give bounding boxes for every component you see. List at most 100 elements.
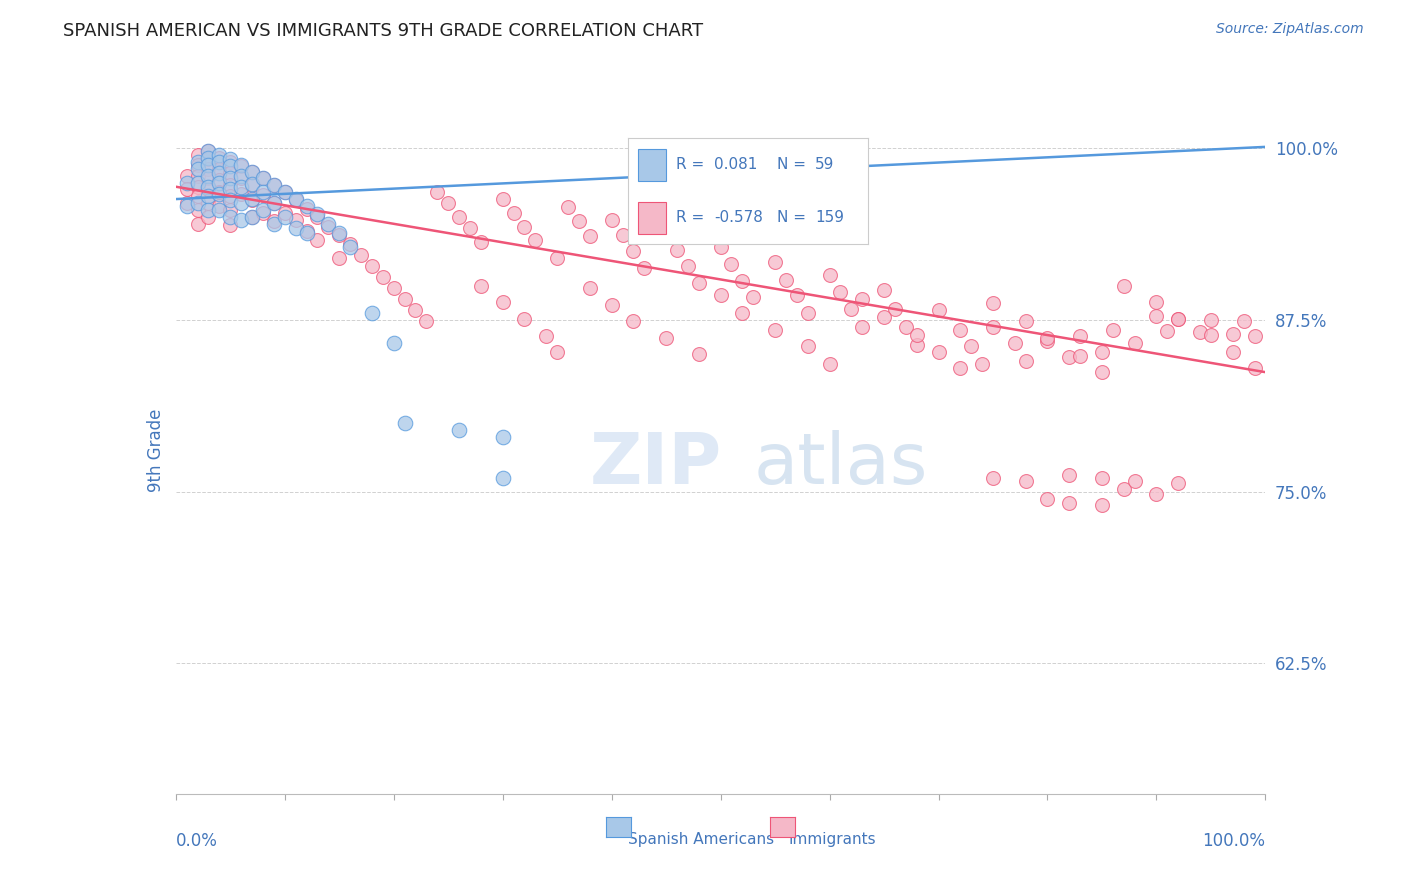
Point: [818, 357, 841, 371]
Text: 159: 159: [815, 211, 844, 226]
Point: [219, 171, 242, 186]
Point: [1091, 471, 1114, 485]
Point: [1057, 496, 1080, 510]
Point: [447, 423, 470, 437]
Text: 100.0%: 100.0%: [1202, 831, 1265, 850]
Text: -0.578: -0.578: [714, 211, 763, 226]
Point: [197, 169, 219, 183]
Point: [492, 471, 515, 485]
Point: [240, 210, 263, 224]
Point: [1199, 313, 1222, 327]
Text: SPANISH AMERICAN VS IMMIGRANTS 9TH GRADE CORRELATION CHART: SPANISH AMERICAN VS IMMIGRANTS 9TH GRADE…: [63, 22, 703, 40]
Point: [176, 182, 198, 196]
Point: [219, 178, 242, 193]
Point: [1015, 474, 1038, 488]
Point: [186, 148, 209, 162]
Point: [1167, 311, 1189, 326]
Point: [1015, 314, 1038, 328]
Point: [905, 337, 928, 351]
Point: [415, 314, 437, 328]
Point: [231, 196, 253, 211]
Point: [176, 196, 198, 211]
Point: [1232, 314, 1256, 328]
Point: [851, 319, 873, 334]
Point: [219, 182, 242, 196]
Point: [274, 210, 297, 224]
Point: [360, 260, 382, 274]
Point: [318, 219, 340, 234]
Point: [1036, 331, 1059, 345]
Point: [818, 268, 841, 282]
Point: [295, 227, 318, 241]
Point: [1004, 336, 1026, 351]
Point: [1123, 336, 1146, 351]
Point: [284, 192, 307, 206]
Point: [775, 273, 797, 287]
Point: [197, 196, 219, 211]
Point: [263, 214, 285, 228]
Point: [1112, 482, 1135, 496]
Point: [231, 212, 253, 227]
Text: ZIP: ZIP: [591, 430, 723, 499]
Point: [197, 161, 219, 176]
Point: [1243, 361, 1265, 376]
Point: [284, 194, 307, 208]
Point: [186, 196, 209, 211]
Point: [240, 210, 263, 224]
Point: [328, 227, 350, 242]
Point: [263, 178, 285, 193]
Point: [274, 185, 297, 199]
Point: [240, 192, 263, 206]
Point: [492, 430, 515, 444]
Point: [208, 186, 231, 201]
Point: [534, 329, 557, 343]
Point: [208, 185, 231, 199]
Point: [568, 214, 591, 228]
Text: Source: ZipAtlas.com: Source: ZipAtlas.com: [1216, 22, 1364, 37]
Point: [186, 158, 209, 172]
Point: [731, 275, 754, 289]
Point: [208, 151, 231, 165]
Point: [1144, 309, 1167, 323]
Point: [318, 217, 340, 231]
Point: [240, 194, 263, 208]
Point: [350, 248, 373, 262]
Point: [197, 189, 219, 203]
Point: [295, 199, 318, 213]
Point: [1057, 468, 1080, 483]
Point: [437, 196, 460, 211]
Point: [208, 176, 231, 190]
Point: [274, 206, 297, 220]
Point: [710, 169, 733, 183]
Point: [197, 210, 219, 224]
Point: [176, 199, 198, 213]
Point: [981, 471, 1004, 485]
Point: [219, 210, 242, 224]
Point: [928, 344, 950, 359]
Y-axis label: 9th Grade: 9th Grade: [146, 409, 165, 492]
Point: [382, 281, 405, 295]
Point: [240, 177, 263, 191]
Point: [274, 185, 297, 199]
Point: [1123, 474, 1146, 488]
Point: [360, 306, 382, 320]
Text: Immigrants: Immigrants: [789, 831, 876, 847]
Point: [197, 151, 219, 165]
Point: [263, 196, 285, 211]
Point: [1199, 328, 1222, 343]
Point: [307, 233, 329, 247]
Point: [1057, 350, 1080, 364]
Point: [731, 306, 754, 320]
Point: [502, 206, 524, 220]
Point: [873, 310, 896, 325]
Point: [905, 328, 928, 343]
Point: [231, 158, 253, 172]
Point: [1036, 491, 1059, 506]
Point: [307, 207, 329, 221]
Point: [1167, 476, 1189, 491]
Point: [208, 173, 231, 187]
Point: [1036, 334, 1059, 348]
Point: [219, 166, 242, 180]
Point: [447, 210, 470, 224]
Point: [252, 206, 274, 220]
